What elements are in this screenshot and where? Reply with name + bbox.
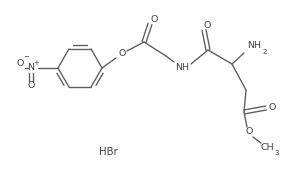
Text: O: O xyxy=(16,58,24,68)
Text: O: O xyxy=(118,50,126,58)
Text: O: O xyxy=(150,14,158,23)
Text: +: + xyxy=(33,60,39,66)
Text: O: O xyxy=(203,21,211,29)
Text: O: O xyxy=(27,82,35,90)
Text: NH: NH xyxy=(247,41,261,51)
Text: −: − xyxy=(23,54,29,60)
Text: O: O xyxy=(245,127,253,137)
Text: N: N xyxy=(27,63,34,73)
Text: O: O xyxy=(268,103,276,112)
Text: 2: 2 xyxy=(263,49,267,55)
Text: CH: CH xyxy=(260,144,274,152)
Text: NH: NH xyxy=(175,63,189,73)
Text: HBr: HBr xyxy=(99,147,117,157)
Text: 3: 3 xyxy=(275,150,279,156)
